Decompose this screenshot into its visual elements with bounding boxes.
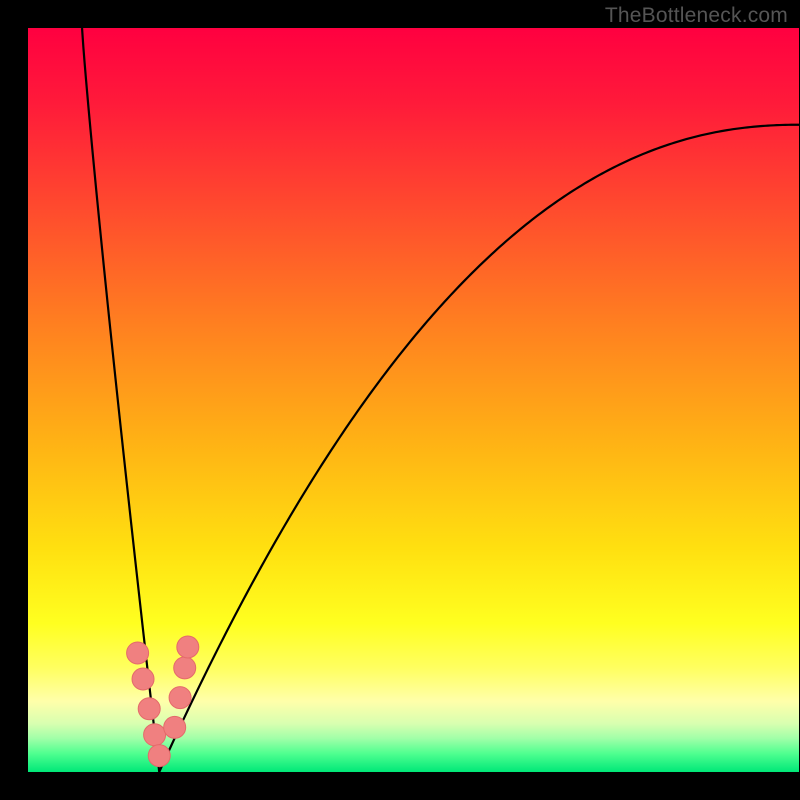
curve-marker	[132, 668, 154, 690]
curve-marker	[144, 724, 166, 746]
curve-marker	[127, 642, 149, 664]
curve-marker	[169, 687, 191, 709]
curve-marker	[177, 636, 199, 658]
curve-marker	[164, 716, 186, 738]
chart-svg	[0, 0, 800, 800]
curve-marker	[174, 657, 196, 679]
curve-marker	[148, 745, 170, 767]
watermark-text: TheBottleneck.com	[605, 4, 788, 28]
chart-stage: TheBottleneck.com	[0, 0, 800, 800]
curve-marker	[138, 698, 160, 720]
